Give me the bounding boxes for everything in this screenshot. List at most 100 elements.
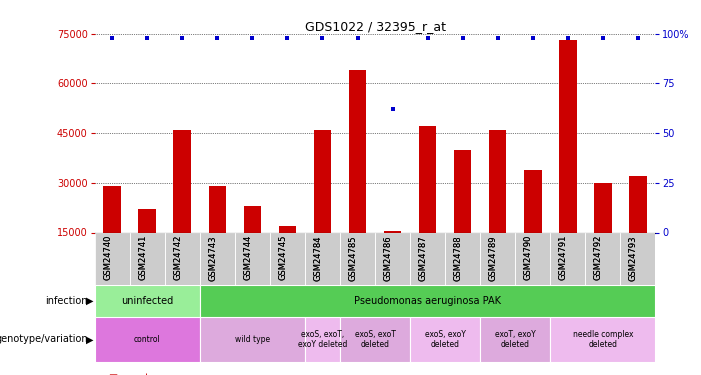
Bar [165, 232, 200, 285]
Text: GSM24740: GSM24740 [103, 235, 112, 280]
Text: ■ count: ■ count [109, 373, 149, 375]
Bar [104, 186, 121, 282]
Text: ▶: ▶ [86, 334, 93, 344]
Text: infection: infection [45, 296, 88, 306]
Bar [174, 130, 191, 282]
Text: GSM24740: GSM24740 [103, 235, 112, 280]
Text: wild type: wild type [235, 335, 270, 344]
Bar [340, 232, 375, 285]
Point [247, 35, 258, 41]
Bar [480, 232, 515, 285]
Bar [279, 226, 297, 282]
Text: genotype/variation: genotype/variation [0, 334, 88, 344]
Text: GSM24786: GSM24786 [383, 235, 393, 281]
Bar [95, 317, 200, 362]
Text: exoS, exoT,
exoY deleted: exoS, exoT, exoY deleted [298, 330, 347, 349]
Bar [384, 231, 402, 282]
Text: GSM24789: GSM24789 [489, 235, 498, 280]
Bar [480, 317, 550, 362]
Bar [550, 232, 585, 285]
Text: GSM24741: GSM24741 [138, 235, 147, 280]
Point [492, 35, 503, 41]
Bar [585, 232, 620, 285]
Text: GSM24793: GSM24793 [629, 235, 638, 280]
Text: exoS, exoT
deleted: exoS, exoT deleted [355, 330, 395, 349]
Bar [305, 232, 340, 285]
Text: GSM24784: GSM24784 [313, 235, 322, 280]
Point [352, 35, 363, 41]
Point [177, 35, 188, 41]
Text: GSM24744: GSM24744 [243, 235, 252, 280]
Point [107, 35, 118, 41]
Bar [454, 150, 472, 282]
Text: GSM24786: GSM24786 [383, 235, 393, 281]
Text: exoS, exoY
deleted: exoS, exoY deleted [425, 330, 465, 349]
Text: GSM24788: GSM24788 [454, 235, 463, 281]
Point [562, 35, 573, 41]
Bar [445, 232, 480, 285]
Text: GSM24744: GSM24744 [243, 235, 252, 280]
Bar [200, 232, 235, 285]
Point [457, 35, 468, 41]
Point [212, 35, 223, 41]
Bar [489, 130, 506, 282]
Bar [95, 285, 200, 317]
Bar [349, 70, 367, 282]
Title: GDS1022 / 32395_r_at: GDS1022 / 32395_r_at [304, 20, 446, 33]
Text: ▶: ▶ [86, 296, 93, 306]
Bar [270, 232, 305, 285]
Bar [550, 317, 655, 362]
Text: GSM24745: GSM24745 [278, 235, 287, 280]
Text: control: control [134, 335, 161, 344]
Text: GSM24790: GSM24790 [524, 235, 533, 280]
Bar [340, 317, 410, 362]
Bar [95, 232, 130, 285]
Text: GSM24793: GSM24793 [629, 235, 638, 280]
Text: Pseudomonas aeruginosa PAK: Pseudomonas aeruginosa PAK [354, 296, 501, 306]
Text: GSM24792: GSM24792 [594, 235, 603, 280]
Text: GSM24742: GSM24742 [173, 235, 182, 280]
Text: uninfected: uninfected [121, 296, 173, 306]
Text: GSM24742: GSM24742 [173, 235, 182, 280]
Text: GSM24741: GSM24741 [138, 235, 147, 280]
Text: GSM24743: GSM24743 [208, 235, 217, 280]
Bar [235, 232, 270, 285]
Bar [139, 209, 156, 282]
Text: GSM24791: GSM24791 [559, 235, 568, 280]
Bar [244, 206, 261, 282]
Bar [305, 317, 340, 362]
Point [527, 35, 538, 41]
Bar [419, 126, 436, 282]
Point [387, 106, 398, 112]
Point [632, 35, 644, 41]
Bar [209, 186, 226, 282]
Point [597, 35, 608, 41]
Bar [629, 176, 647, 282]
Point [282, 35, 293, 41]
Bar [620, 232, 655, 285]
Bar [594, 183, 612, 282]
Point [317, 35, 328, 41]
Text: GSM24785: GSM24785 [348, 235, 358, 280]
Text: GSM24791: GSM24791 [559, 235, 568, 280]
Bar [314, 130, 332, 282]
Text: GSM24790: GSM24790 [524, 235, 533, 280]
Point [142, 35, 153, 41]
Bar [130, 232, 165, 285]
Point [422, 35, 433, 41]
Bar [524, 170, 542, 282]
Bar [410, 317, 480, 362]
Text: GSM24785: GSM24785 [348, 235, 358, 280]
Text: GSM24743: GSM24743 [208, 235, 217, 280]
Bar [410, 232, 445, 285]
Text: needle complex
deleted: needle complex deleted [573, 330, 633, 349]
Bar [375, 232, 410, 285]
Text: GSM24787: GSM24787 [418, 235, 428, 281]
Text: GSM24745: GSM24745 [278, 235, 287, 280]
Bar [200, 317, 305, 362]
Bar [559, 40, 576, 282]
Text: GSM24787: GSM24787 [418, 235, 428, 281]
Text: exoT, exoY
deleted: exoT, exoY deleted [495, 330, 536, 349]
Bar [200, 285, 655, 317]
Bar [515, 232, 550, 285]
